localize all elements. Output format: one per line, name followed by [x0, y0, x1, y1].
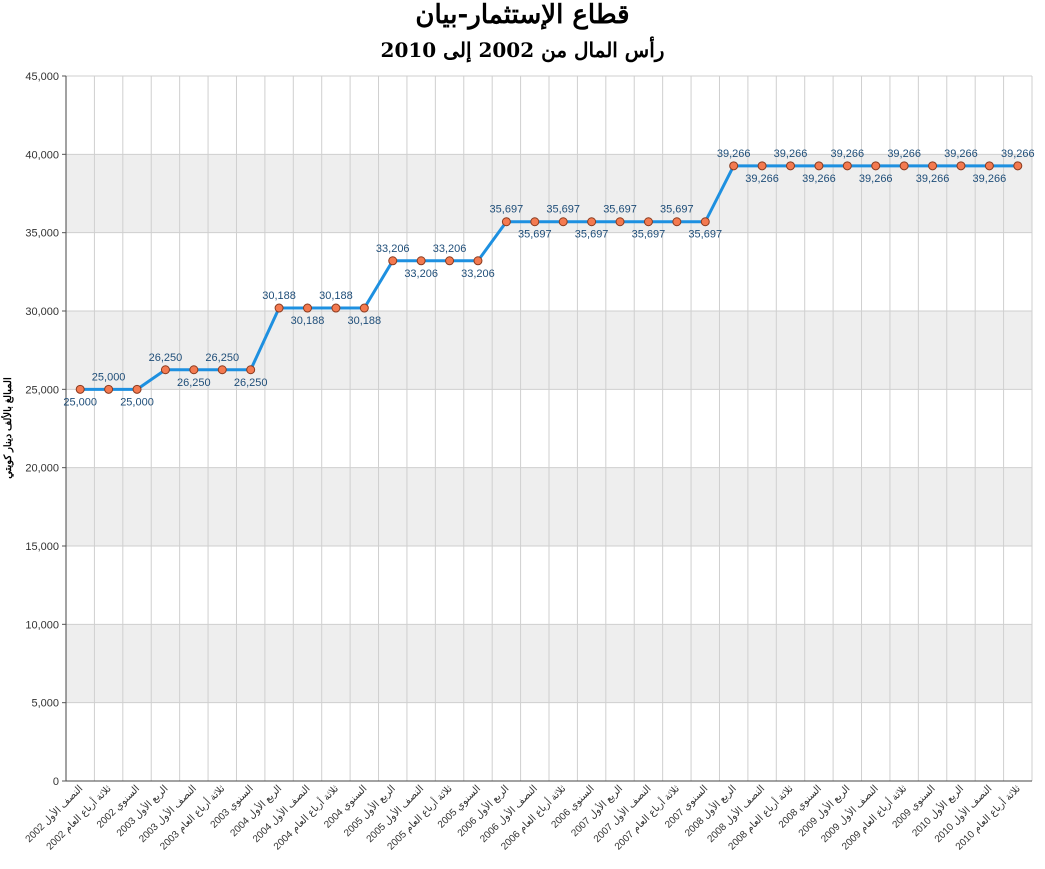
y-tick-label: 35,000: [25, 228, 59, 240]
vertical-gridlines: [65, 76, 1033, 781]
y-tick-label: 0: [53, 776, 59, 788]
data-point: [359, 303, 369, 313]
data-point: [445, 256, 455, 266]
data-point: [416, 256, 426, 266]
data-point: [303, 303, 312, 313]
data-point: [729, 161, 739, 171]
data-point: [217, 365, 227, 375]
data-point: [104, 384, 114, 394]
data-point: [132, 384, 142, 394]
data-series: [75, 161, 1023, 394]
data-point: [501, 217, 511, 227]
data-label: 25,000: [92, 371, 126, 383]
data-point: [615, 217, 625, 227]
data-point: [757, 161, 767, 171]
data-label: 35,697: [688, 229, 722, 241]
data-label: 39,266: [802, 173, 836, 185]
data-label: 39,266: [1001, 148, 1035, 160]
data-point: [842, 161, 852, 171]
data-label: 35,697: [603, 204, 637, 216]
data-label: 25,000: [120, 396, 154, 408]
data-point: [956, 161, 966, 171]
data-point: [899, 161, 909, 171]
data-point: [643, 217, 653, 227]
x-tick-label: الربع الأول 2007: [569, 783, 625, 839]
data-labels: 25,000 25,000 25,000 26,250 26,250 26,250 26,2…: [63, 148, 1034, 409]
y-axis-label: المبالغ بالألف دينار كويتي: [2, 377, 14, 479]
data-label: 35,697: [546, 204, 580, 216]
data-point: [473, 256, 483, 266]
y-tick-label: 25,000: [25, 384, 59, 396]
data-label: 30,188: [262, 290, 296, 302]
data-point: [274, 303, 284, 313]
data-label: 26,250: [177, 377, 211, 389]
data-point: [672, 217, 682, 227]
data-label: 39,266: [745, 173, 779, 185]
x-tick-label: الربع الأول 2008: [682, 783, 738, 839]
y-tick-label: 30,000: [25, 306, 59, 318]
y-tick-label: 10,000: [25, 619, 59, 631]
data-point: [189, 365, 199, 375]
data-label: 33,206: [404, 268, 438, 280]
data-point: [1013, 161, 1023, 171]
data-label: 26,250: [234, 377, 268, 389]
data-label: 39,266: [973, 173, 1007, 185]
data-label: 30,188: [291, 315, 325, 327]
data-point: [246, 365, 256, 375]
series-line: [80, 164, 1018, 391]
x-tick-label: الربع الأول 2006: [455, 783, 511, 839]
data-label: 35,697: [575, 229, 609, 241]
data-label: 39,266: [717, 148, 751, 160]
data-label: 33,206: [376, 243, 410, 255]
axes: [65, 76, 1032, 782]
data-label: 33,206: [433, 243, 467, 255]
x-tick-label: الربع الأول 2010: [910, 783, 966, 839]
data-point: [558, 217, 568, 227]
y-tick-label: 15,000: [25, 541, 59, 553]
x-tick-label: الربع الأول 2003: [114, 783, 170, 839]
y-tick-label: 40,000: [25, 149, 59, 161]
data-point: [331, 303, 341, 313]
data-point: [160, 365, 170, 375]
data-point: [928, 161, 938, 171]
data-label: 30,188: [319, 290, 353, 302]
data-label: 39,266: [830, 148, 864, 160]
x-tick-label: الربع الأول 2005: [341, 783, 397, 839]
data-label: 26,250: [205, 352, 239, 364]
data-label: 26,250: [149, 352, 183, 364]
data-label: 39,266: [944, 148, 978, 160]
data-label: 35,697: [518, 229, 552, 241]
data-point: [786, 161, 795, 171]
x-tick-label: الربع الأول 2004: [228, 783, 284, 839]
data-label: 35,697: [660, 204, 694, 216]
data-label: 39,266: [887, 148, 921, 160]
data-point: [388, 256, 398, 266]
data-point: [587, 217, 597, 227]
data-label: 30,188: [347, 315, 381, 327]
data-point: [984, 161, 994, 171]
data-point: [75, 384, 85, 394]
y-tick-label: 20,000: [25, 463, 59, 475]
data-label: 39,266: [859, 173, 893, 185]
y-tick-label: 5,000: [31, 698, 59, 710]
data-label: 35,697: [632, 229, 666, 241]
data-point: [814, 161, 824, 171]
data-label: 39,266: [774, 148, 808, 160]
data-point: [871, 161, 881, 171]
data-point: [700, 217, 710, 227]
data-label: 25,000: [63, 396, 97, 408]
data-label: 33,206: [461, 268, 495, 280]
y-axis-ticks: 0 5,000 10,000 15,000 20,000 25,000 30,000 35,0…: [25, 71, 66, 788]
data-label: 35,697: [490, 204, 524, 216]
y-tick-label: 45,000: [25, 71, 59, 83]
chart-subtitle: رأس المال من 2002 إلى 2010: [380, 38, 665, 62]
data-point: [530, 217, 540, 227]
x-tick-label: الربع الأول 2009: [796, 783, 852, 839]
data-label: 39,266: [916, 173, 950, 185]
chart-title: قطاع الإستثمار-بيان: [415, 0, 630, 30]
